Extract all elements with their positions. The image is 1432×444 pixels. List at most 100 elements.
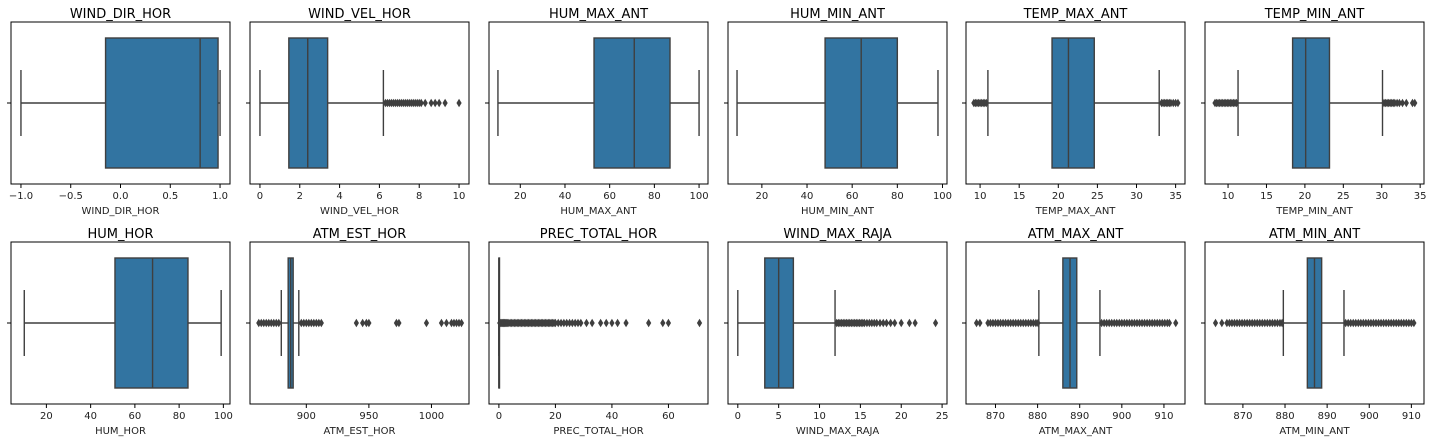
x-tick-label: 30	[1375, 191, 1388, 202]
chart-title: ATM_MIN_ANT	[1269, 227, 1360, 242]
outlier-point	[932, 318, 939, 328]
outlier-point	[1396, 98, 1403, 108]
x-tick-label: 10	[813, 411, 826, 422]
x-tick-label: 2	[297, 191, 303, 202]
outlier-group	[382, 98, 462, 108]
x-tick-label: −1.0	[9, 191, 33, 202]
outlier-group	[971, 98, 1181, 108]
x-axis: 900 950 1000	[297, 404, 444, 422]
x-tick-label: 35	[1414, 191, 1427, 202]
outlier-point	[552, 318, 559, 328]
x-tick-label: 910	[1154, 411, 1173, 422]
box-group	[23, 257, 222, 389]
x-axis-label: WIND_MAX_RAJA	[796, 426, 879, 437]
x-tick-label: 20	[549, 411, 562, 422]
boxplot-svg: TEMP_MIN_ANT 10 15 20 25 30 35 TEMP_MIN_ANT	[1201, 7, 1427, 217]
x-tick-label: 100	[214, 411, 233, 422]
x-tick-label: 10	[453, 191, 466, 202]
x-tick-label: 40	[801, 191, 814, 202]
boxplot-panel-temp-min-ant: TEMP_MIN_ANT 10 15 20 25 30 35 TEMP_MIN_ANT	[1201, 0, 1432, 220]
x-tick-label: 6	[376, 191, 382, 202]
boxplot-panel-prec-total-hor: PREC_TOTAL_HOR 0 20 40 60 PREC_TOTAL_HOR	[485, 220, 725, 440]
outlier-point	[898, 318, 904, 328]
x-tick-label: 20	[1052, 191, 1065, 202]
iqr-box	[593, 37, 671, 169]
x-tick-label: 0.0	[113, 191, 129, 202]
box-group	[1237, 37, 1384, 169]
boxplot-svg: HUM_MAX_ANT 20 40 60 80 100 HUM_MAX_ANT	[485, 7, 709, 217]
x-tick-label: 1.0	[212, 191, 228, 202]
x-axis: 20 40 60 80 100	[755, 184, 952, 202]
x-tick-label: 890	[1318, 411, 1337, 422]
outlier-point	[1173, 318, 1179, 328]
box-group	[737, 257, 836, 389]
x-tick-label: 25	[1091, 191, 1104, 202]
outlier-point	[1219, 318, 1225, 328]
box-group	[736, 37, 939, 169]
boxplot-svg: PREC_TOTAL_HOR 0 20 40 60 PREC_TOTAL_HOR	[485, 227, 709, 437]
chart-title: PREC_TOTAL_HOR	[540, 227, 657, 242]
outlier-point	[665, 318, 672, 328]
iqr-box	[114, 257, 189, 389]
x-axis: 0 20 40 60	[496, 404, 675, 422]
x-axis: 10 15 20 25 30 35	[1222, 184, 1427, 202]
x-tick-label: 8	[416, 191, 422, 202]
outlier-point	[609, 318, 615, 328]
x-tick-label: 15	[854, 411, 867, 422]
outlier-point	[1212, 318, 1219, 328]
x-axis: 0 2 4 6 8 10	[257, 184, 466, 202]
outlier-point	[1412, 98, 1418, 108]
x-tick-label: 5	[775, 411, 781, 422]
x-tick-label: 40	[84, 411, 97, 422]
x-tick-label: 60	[846, 191, 859, 202]
x-tick-label: 35	[1169, 191, 1182, 202]
chart-title: HUM_MAX_ANT	[549, 7, 648, 22]
x-axis-label: ATM_MIN_ANT	[1279, 426, 1350, 437]
boxplot-panel-hum-min-ant: HUM_MIN_ANT 20 40 60 80 100 HUM_MIN_ANT	[724, 0, 964, 220]
x-tick-label: 0.5	[162, 191, 178, 202]
x-axis: 20 40 60 80 100	[40, 404, 233, 422]
x-tick-label: 20	[514, 191, 527, 202]
outlier-group	[1212, 318, 1417, 328]
x-tick-label: 900	[297, 411, 316, 422]
outlier-point	[1233, 98, 1240, 108]
outlier-point	[589, 318, 595, 328]
x-tick-label: 25	[1337, 191, 1350, 202]
x-tick-label: 60	[603, 191, 616, 202]
outlier-point	[1403, 98, 1409, 108]
box-group	[497, 37, 700, 169]
outlier-point	[423, 318, 430, 328]
chart-title: ATM_EST_HOR	[313, 227, 407, 242]
boxplot-panel-hum-hor: HUM_HOR 20 40 60 80 100 HUM_HOR	[7, 220, 247, 440]
outlier-point	[883, 318, 890, 328]
iqr-box	[1051, 37, 1095, 169]
x-axis: 0 5 10 15 20 25	[735, 404, 948, 422]
x-tick-label: 100	[933, 191, 952, 202]
x-tick-label: 80	[648, 191, 661, 202]
x-tick-label: 900	[1112, 411, 1131, 422]
chart-title: ATM_MAX_ANT	[1028, 227, 1124, 242]
outlier-group	[497, 318, 703, 328]
outlier-point	[892, 318, 898, 328]
outlier-point	[1399, 98, 1406, 108]
outlier-point	[428, 98, 434, 108]
x-tick-label: 1000	[419, 411, 444, 422]
outlier-group	[1212, 98, 1418, 108]
outlier-group	[973, 318, 1179, 328]
outlier-point	[874, 318, 880, 328]
outlier-point	[888, 318, 894, 328]
x-tick-label: 10	[974, 191, 987, 202]
outlier-point	[660, 318, 666, 328]
chart-title: TEMP_MIN_ANT	[1264, 7, 1365, 22]
x-axis: 10 15 20 25 30 35	[974, 184, 1182, 202]
x-tick-label: 880	[1275, 411, 1294, 422]
outlier-point	[456, 98, 462, 108]
outlier-point	[614, 318, 621, 328]
boxplot-panel-atm-est-hor: ATM_EST_HOR 900 950 1000 ATM_EST_HOR	[246, 220, 486, 440]
x-tick-label: 910	[1402, 411, 1421, 422]
chart-title: TEMP_MAX_ANT	[1023, 7, 1128, 22]
chart-title: WIND_VEL_HOR	[308, 7, 411, 22]
x-axis: 870 880 890 900 910	[1233, 404, 1421, 422]
outlier-point	[442, 98, 448, 108]
